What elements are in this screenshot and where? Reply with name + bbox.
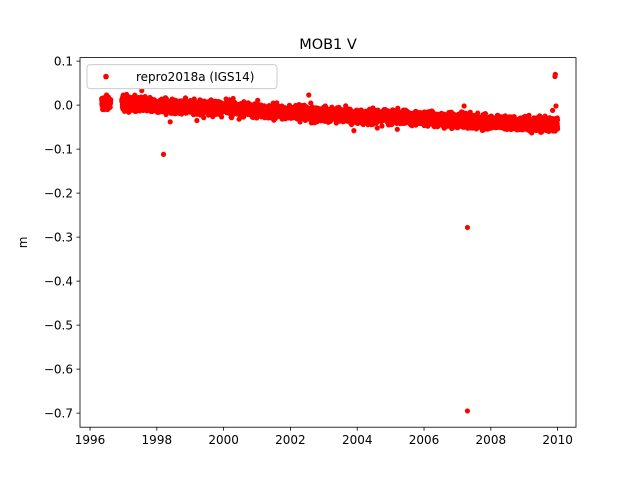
outlier-point	[464, 408, 471, 414]
data-point	[379, 123, 385, 129]
y-tick-label: −0.2	[44, 186, 73, 200]
outlier-point	[374, 125, 380, 131]
legend-label: repro2018a (IGS14)	[136, 70, 254, 84]
legend: repro2018a (IGS14)	[86, 64, 278, 90]
y-tick-label: −0.5	[44, 318, 73, 332]
x-tick-label: 1996	[75, 433, 106, 447]
outlier-point	[194, 117, 200, 124]
outlier-point	[464, 224, 471, 231]
outlier-point	[461, 103, 467, 109]
data-point	[554, 126, 561, 132]
data-point	[482, 111, 489, 117]
outlier-point	[351, 128, 357, 134]
y-tick-label: −0.6	[44, 362, 73, 376]
data-point	[554, 117, 561, 123]
y-tick-label: 0.0	[54, 98, 73, 112]
data-point	[201, 115, 207, 121]
outlier-point	[550, 107, 556, 113]
outlier-point	[160, 151, 167, 157]
data-point	[475, 110, 481, 116]
outlier-point	[394, 126, 400, 132]
x-tick-label: 2004	[342, 433, 373, 447]
outlier-point	[306, 92, 312, 98]
chart-title: MOB1 V	[299, 37, 357, 53]
y-tick-label: −0.3	[44, 230, 73, 244]
x-tick-label: 2010	[542, 433, 573, 447]
x-tick-label: 2000	[208, 433, 239, 447]
x-tick-label: 2002	[275, 433, 306, 447]
data-point	[255, 97, 261, 103]
data-point	[108, 97, 114, 103]
data-point	[219, 114, 225, 120]
outlier-point	[553, 103, 559, 109]
outlier-point	[552, 71, 558, 77]
y-tick-label: −0.7	[44, 406, 73, 420]
x-tick-label: 1998	[142, 433, 173, 447]
outlier-point	[167, 119, 173, 125]
y-tick-label: −0.1	[44, 142, 73, 156]
x-tick-label: 2006	[409, 433, 440, 447]
data-points	[99, 71, 561, 414]
y-tick-label: −0.4	[44, 274, 73, 288]
y-axis-label: m	[16, 237, 30, 249]
y-tick-label: 0.1	[54, 54, 73, 68]
legend-marker	[103, 73, 109, 80]
x-tick-label: 2008	[476, 433, 507, 447]
